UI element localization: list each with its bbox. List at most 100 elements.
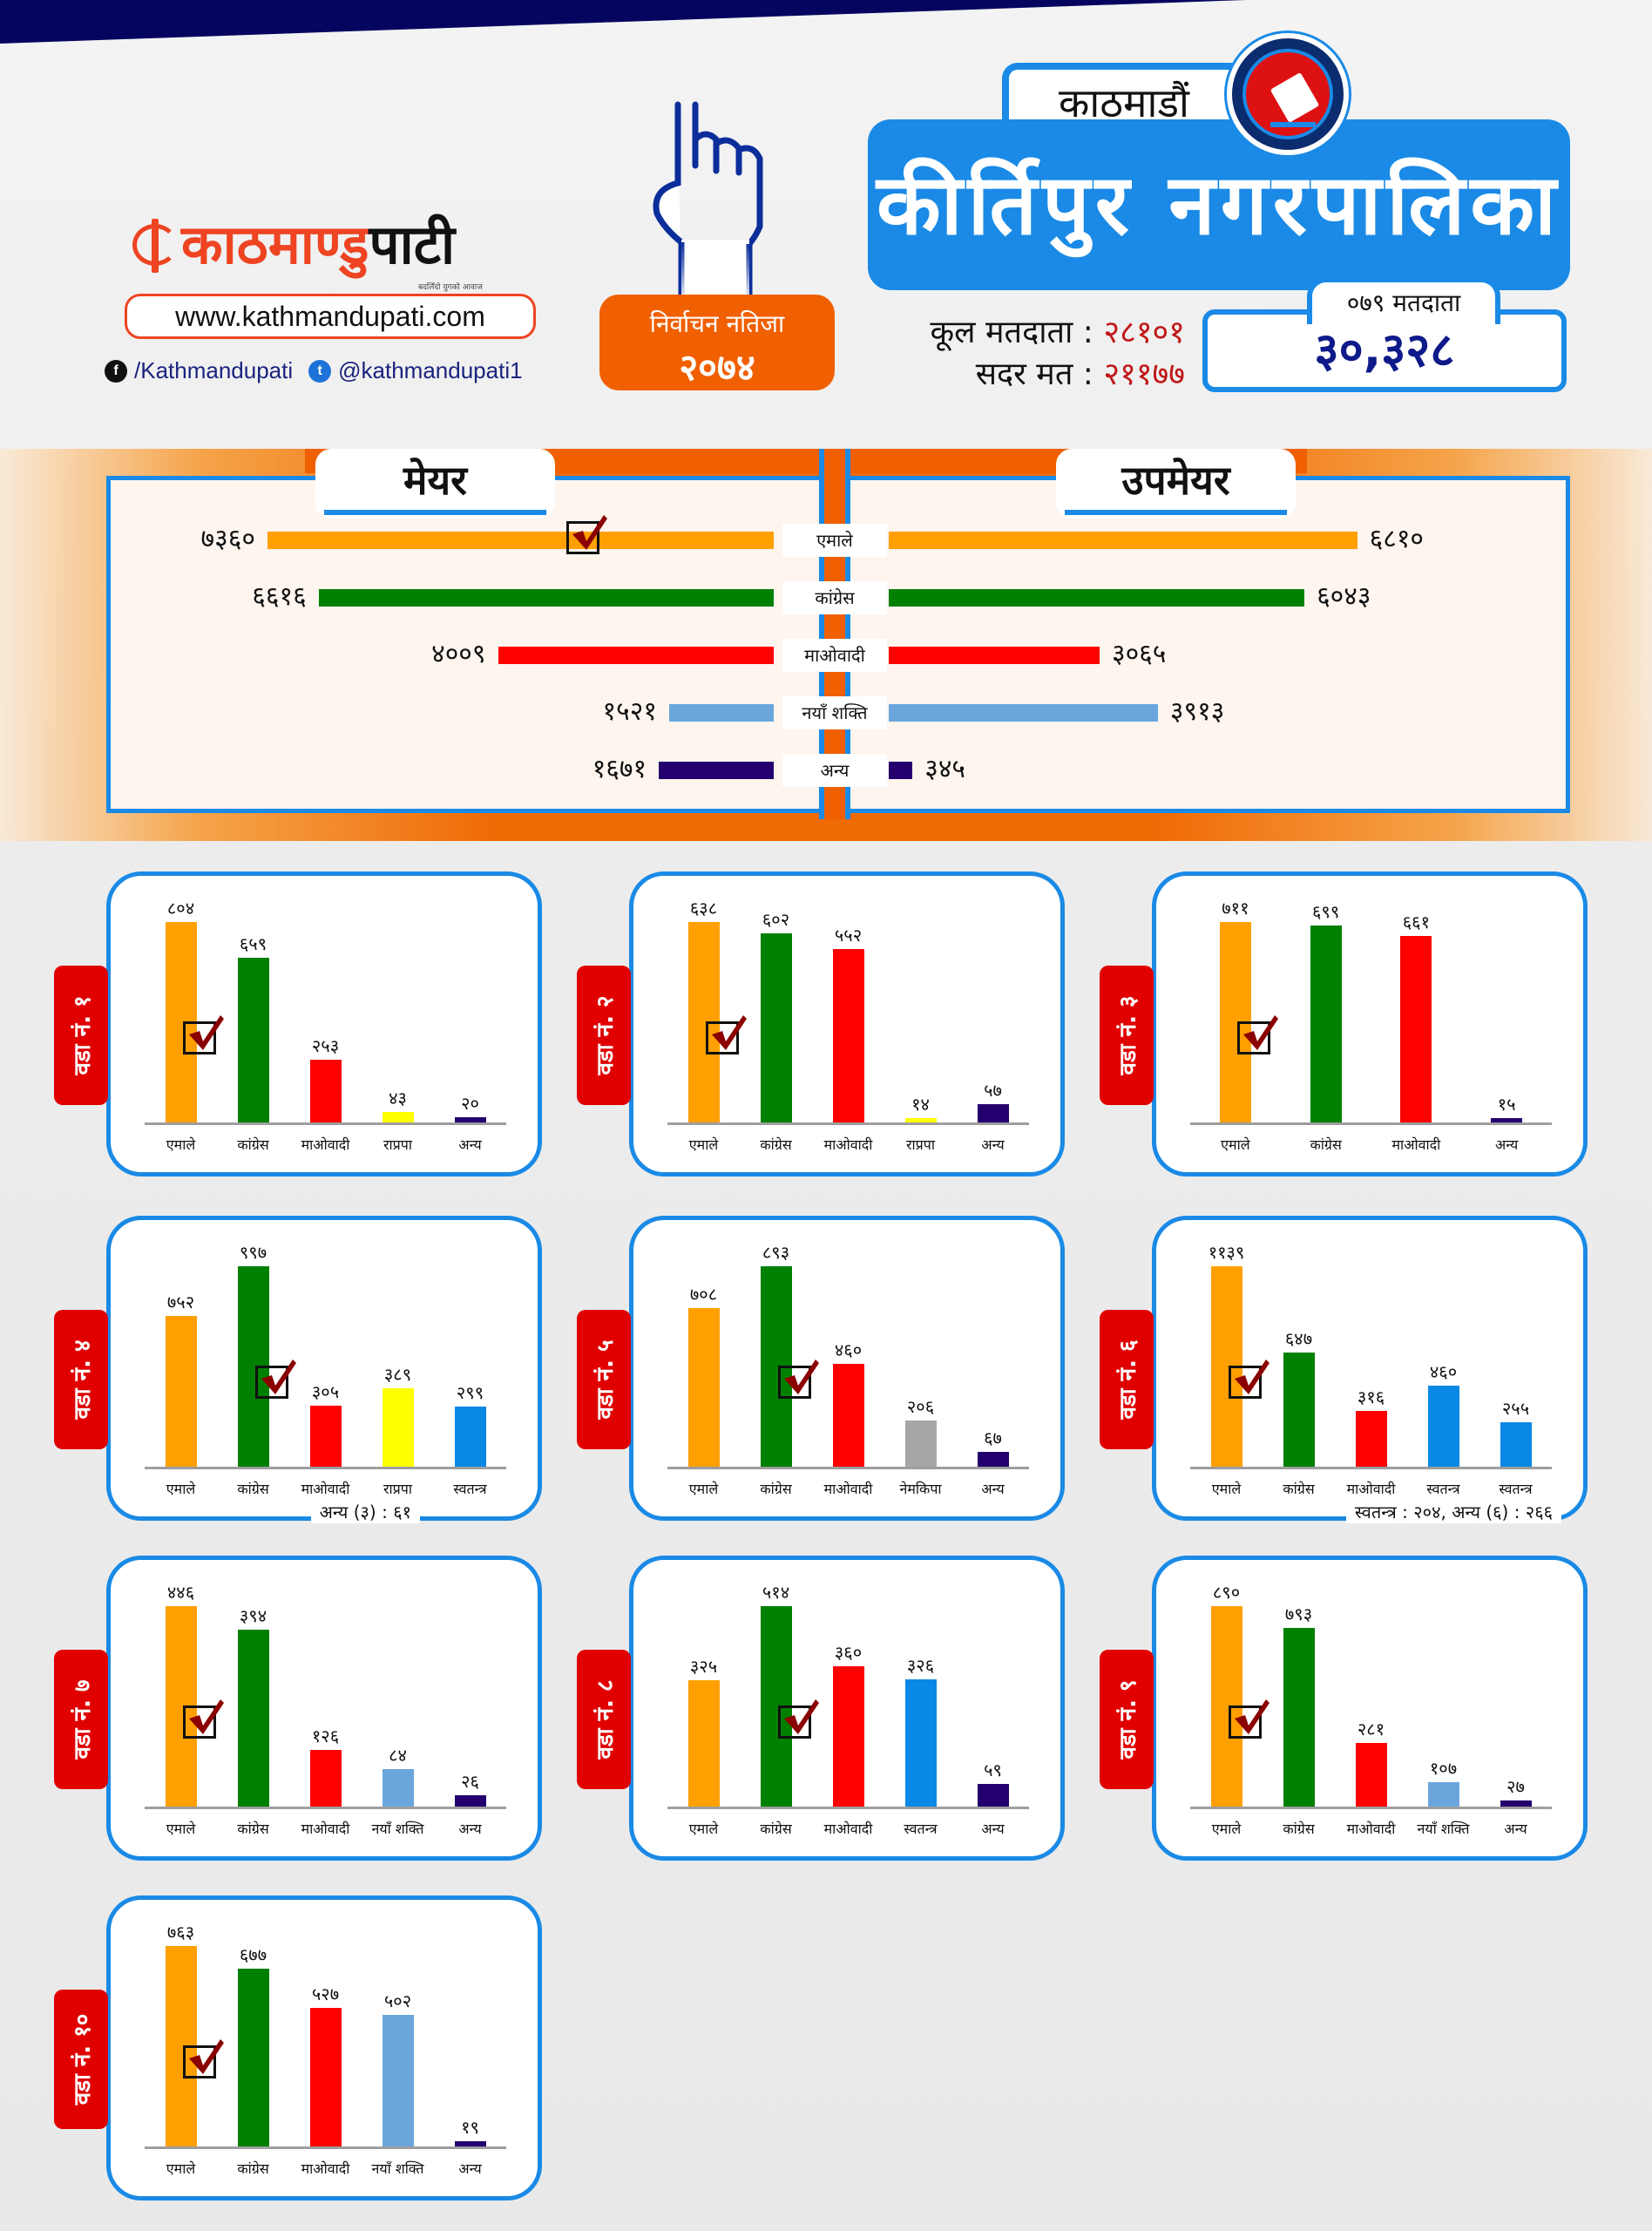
ward-bar-category: एमाले bbox=[1221, 1136, 1250, 1153]
ward-bar-category: स्वतन्त्र bbox=[453, 1481, 487, 1497]
ward-bar-category: एमाले bbox=[1211, 1481, 1242, 1497]
ward-bar-value: ६७७ bbox=[239, 1943, 267, 1965]
ward-bar-value: ६५९ bbox=[239, 933, 267, 955]
website-link[interactable]: www.kathmandupati.com bbox=[125, 294, 536, 339]
ward-bar-category: अन्य bbox=[981, 1481, 1005, 1497]
ward-bar-value: ३२६ bbox=[906, 1655, 935, 1677]
facebook-icon: f bbox=[105, 359, 127, 383]
ward-bar-value: ८९३ bbox=[762, 1242, 790, 1263]
chart-axis-line bbox=[667, 1807, 1029, 1809]
ward-bar bbox=[309, 1750, 342, 1807]
ward-bar-value: ६६१ bbox=[1402, 912, 1430, 933]
ward-bar-category: एमाले bbox=[166, 1821, 196, 1837]
municipality-title: कीर्तिपुर नगरपालिका bbox=[868, 119, 1570, 290]
ward-chart-4: वडा नं. ४ ७५२ एमाले ९९७ कांग्रेस ३०५ माओवादी ३८… bbox=[54, 1216, 542, 1523]
ward-bar-category: नयाँ शक्ति bbox=[1417, 1821, 1470, 1837]
total-voters-value: २८१०१ bbox=[1103, 315, 1185, 350]
ward-bar-category: कांग्रेस bbox=[760, 1136, 792, 1153]
ward-bar-category: अन्य bbox=[981, 1821, 1005, 1837]
ward-number-tag: वडा नं. १० bbox=[54, 1990, 108, 2129]
ward-bar bbox=[165, 1315, 197, 1467]
twitter-icon: t bbox=[308, 359, 332, 383]
ward-number-tag: वडा नं. ६ bbox=[1100, 1310, 1154, 1449]
winner-check-icon bbox=[182, 2039, 224, 2078]
badge-year: २०७४ bbox=[679, 346, 755, 389]
ward-bar-category: कांग्रेस bbox=[1310, 1136, 1342, 1153]
twitter-link[interactable]: @kathmandupati1 bbox=[338, 357, 523, 383]
ward-bar-category: एमाले bbox=[166, 2160, 196, 2177]
ward-bar-category: कांग्रेस bbox=[237, 1481, 269, 1497]
voters-079-label: ०७९ मतदाता bbox=[1307, 277, 1500, 324]
ward-bar-value: ८९० bbox=[1212, 1582, 1241, 1603]
ward-bar bbox=[309, 1059, 342, 1122]
ward-bar-category: माओवादी bbox=[301, 1136, 350, 1153]
ward-bar-value: ७०८ bbox=[689, 1283, 718, 1305]
ward-bar-category: अन्य bbox=[981, 1136, 1005, 1153]
winner-check-icon bbox=[777, 1360, 819, 1399]
ward-bar-value: ३२५ bbox=[689, 1655, 718, 1677]
ward-bar-category: कांग्रेस bbox=[1283, 1821, 1315, 1837]
ward-bar-category: स्वतन्त्र bbox=[904, 1821, 938, 1837]
ward-bar-category: कांग्रेस bbox=[1283, 1481, 1315, 1497]
ward-number-label: वडा नं. २ bbox=[592, 995, 619, 1075]
ward-others-note: स्वतन्त्र : २०४, अन्य (६) : २६६ bbox=[1345, 1500, 1561, 1523]
ward-bar bbox=[760, 932, 792, 1122]
ward-bar-value: ६९९ bbox=[1312, 900, 1340, 922]
winner-check-icon bbox=[182, 1015, 224, 1054]
chart-axis-line bbox=[667, 1467, 1029, 1469]
ward-bar-value: २८१ bbox=[1357, 1719, 1385, 1740]
logo-tagline: बदलिँदो युगको आवाज bbox=[418, 283, 483, 292]
ward-bar bbox=[832, 1665, 864, 1807]
ward-bar-category: नेमकिपा bbox=[899, 1481, 942, 1497]
ward-bar-value: १४ bbox=[911, 1093, 930, 1115]
ward-bar-value: ७५२ bbox=[166, 1291, 195, 1312]
ward-bar-value: ५२७ bbox=[311, 1983, 340, 2005]
ward-bar-category: अन्य bbox=[458, 1136, 482, 1153]
ward-bar bbox=[1491, 1118, 1523, 1122]
ward-bar-value: ३९४ bbox=[239, 1604, 267, 1626]
ward-bar bbox=[904, 1679, 937, 1807]
ward-chart-6: वडा नं. ६ ११३९ एमाले ६४७ कांग्रेस ३१६ माओवादी ४… bbox=[1100, 1216, 1588, 1523]
ward-bar-value: ४४६ bbox=[166, 1582, 195, 1603]
ward-bar-value: ४३ bbox=[389, 1087, 407, 1109]
ward-bar-category: माओवादी bbox=[301, 1821, 350, 1837]
ward-number-label: वडा नं. ७ bbox=[70, 1679, 96, 1760]
ward-bar bbox=[1355, 1743, 1387, 1807]
ward-bar-value: ७९३ bbox=[1284, 1604, 1313, 1625]
ward-bar bbox=[454, 1407, 486, 1467]
winner-check-icon bbox=[777, 1699, 819, 1739]
ward-bar-value: २६ bbox=[461, 1770, 479, 1792]
ward-bar-value: ६०२ bbox=[762, 908, 790, 930]
ward-bar bbox=[1355, 1411, 1387, 1467]
ward-bar-category: अन्य bbox=[458, 1821, 482, 1837]
chart-axis-line bbox=[1190, 1807, 1552, 1809]
valid-votes-value: २११७७ bbox=[1103, 356, 1185, 392]
facebook-link[interactable]: /Kathmandupati bbox=[134, 357, 294, 383]
winner-check-icon bbox=[1228, 1699, 1269, 1739]
badge-title: निर्वाचन नतिजा bbox=[649, 309, 785, 338]
ward-bar bbox=[309, 2008, 342, 2146]
election-result-badge: निर्वाचन नतिजा २०७४ bbox=[599, 295, 835, 390]
raised-finger-hand-icon bbox=[653, 101, 763, 305]
deputy-title-text: उपमेयर bbox=[1121, 457, 1230, 504]
ward-bar-value: ५७ bbox=[984, 1080, 1002, 1102]
ward-bar-category: नयाँ शक्ति bbox=[371, 1821, 424, 1837]
chart-axis-line bbox=[145, 1122, 506, 1125]
ward-bar-category: माओवादी bbox=[823, 1481, 873, 1497]
ward-bar bbox=[904, 1420, 937, 1467]
ward-number-label: वडा नं. ३ bbox=[1115, 995, 1141, 1075]
ward-bar-value: ६३८ bbox=[689, 898, 718, 919]
ward-bar-category: एमाले bbox=[1211, 1821, 1242, 1837]
chart-axis-line bbox=[145, 2146, 506, 2149]
ward-bar-value: ५१४ bbox=[762, 1582, 790, 1603]
ward-bar bbox=[832, 1363, 864, 1467]
mayor-section-title: मेयर bbox=[315, 449, 555, 519]
ward-number-label: वडा नं. १ bbox=[70, 995, 96, 1075]
ward-bar bbox=[1310, 925, 1342, 1122]
ward-bar-category: कांग्रेस bbox=[237, 1821, 269, 1837]
ward-bar-value: ३८९ bbox=[383, 1364, 412, 1386]
ward-bar-category: माओवादी bbox=[301, 2160, 350, 2177]
ward-number-tag: वडा नं. ७ bbox=[54, 1650, 108, 1789]
ward-bar-value: १९ bbox=[461, 2117, 479, 2139]
